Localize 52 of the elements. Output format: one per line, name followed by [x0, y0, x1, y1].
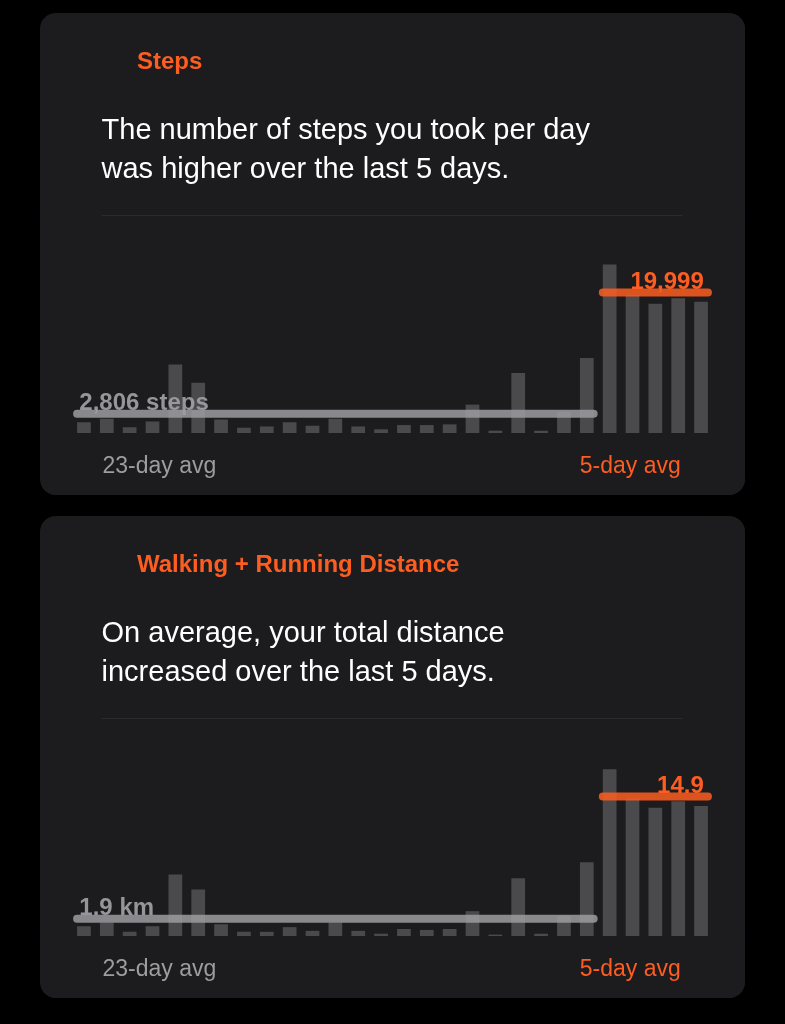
- bar: [237, 427, 251, 433]
- bar: [694, 301, 708, 433]
- bar: [282, 927, 297, 936]
- bar: [122, 931, 137, 936]
- bar: [305, 930, 320, 936]
- bar: [648, 807, 663, 936]
- chart-subtitle: On average, your total distance increased over the last 5 days.: [101, 615, 505, 687]
- bar: [625, 294, 640, 433]
- bar: [625, 798, 640, 936]
- bar: [305, 425, 320, 433]
- bar: [77, 422, 91, 433]
- bar: [99, 922, 114, 936]
- bar: [99, 418, 114, 433]
- bar: [328, 922, 343, 936]
- bar: [351, 426, 366, 433]
- bar: [282, 422, 297, 433]
- bar: [671, 801, 686, 936]
- bar: [602, 264, 617, 433]
- bar: [259, 931, 274, 936]
- bar: [397, 425, 411, 433]
- bar: [351, 930, 366, 936]
- bar: [374, 429, 388, 433]
- bar: [397, 928, 411, 936]
- bar: [122, 427, 137, 433]
- text: 5-day avg: [579, 451, 681, 478]
- chart-title: Walking + Running Distance: [136, 550, 460, 577]
- bar: [648, 303, 663, 433]
- bar: [259, 426, 274, 433]
- bar: [442, 928, 457, 936]
- ref-line-label: 19,999: [630, 267, 704, 295]
- bar: [442, 424, 457, 433]
- bar: [145, 926, 160, 936]
- bar: [419, 425, 434, 433]
- bar: [77, 926, 91, 936]
- text: 23-day avg: [102, 451, 217, 478]
- bar: [328, 418, 343, 433]
- bar: [145, 421, 160, 433]
- bar: [214, 924, 228, 936]
- ref-line-label: 1.9 km: [79, 893, 155, 921]
- chart-subtitle: The number of steps you took per day was higher over the last 5 days.: [100, 112, 591, 184]
- text: 5-day avg: [579, 954, 681, 981]
- bar: [214, 419, 228, 433]
- text: 23-day avg: [102, 954, 217, 981]
- bar: [579, 862, 594, 936]
- bar: [671, 298, 686, 433]
- bar: [602, 769, 617, 936]
- bar: [419, 929, 434, 936]
- bar: [694, 805, 708, 936]
- chart-title: Steps: [136, 47, 203, 74]
- ref-line-label: 14.9: [657, 771, 704, 799]
- ref-line-label: 2,806 steps: [79, 388, 209, 416]
- bar: [237, 931, 251, 936]
